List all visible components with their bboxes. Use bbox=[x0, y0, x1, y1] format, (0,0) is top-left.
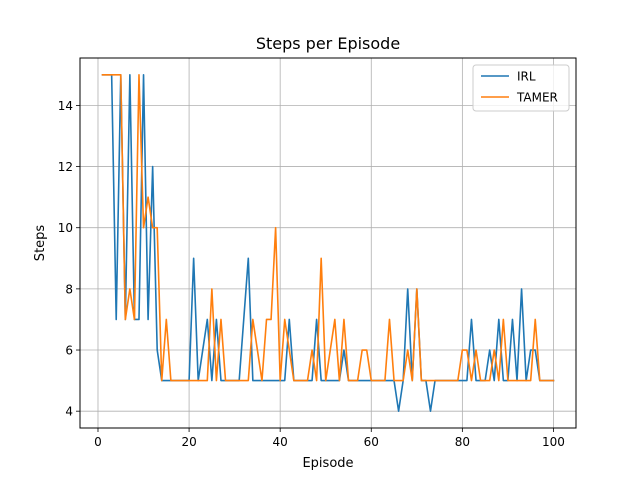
grid-lines bbox=[80, 58, 576, 428]
y-tick-label: 6 bbox=[65, 344, 73, 358]
plot-frame bbox=[79, 57, 577, 429]
series-layer bbox=[101, 74, 555, 412]
y-axis-label: Steps bbox=[33, 225, 48, 262]
x-tick-label: 60 bbox=[364, 435, 379, 449]
y-tick-label: 12 bbox=[58, 160, 73, 174]
legend-label: TAMER bbox=[516, 91, 558, 105]
x-tick-label: 0 bbox=[94, 435, 102, 449]
series-line-tamer bbox=[101, 74, 555, 382]
x-tick-label: 40 bbox=[273, 435, 288, 449]
legend-label: IRL bbox=[517, 70, 536, 84]
y-tick-label: 14 bbox=[58, 99, 73, 113]
y-tick-label: 4 bbox=[65, 405, 73, 419]
legend: IRL TAMER bbox=[472, 64, 570, 112]
x-axis-label: Episode bbox=[302, 456, 353, 471]
y-tick-label: 10 bbox=[58, 221, 73, 235]
x-tick-label: 20 bbox=[181, 435, 196, 449]
x-tick-label: 80 bbox=[455, 435, 470, 449]
y-axis: 4 6 8 10 12 14 bbox=[58, 99, 80, 419]
x-tick-label: 100 bbox=[542, 435, 565, 449]
chart-title: Steps per Episode bbox=[256, 34, 400, 53]
x-axis: 0 20 40 60 80 100 bbox=[94, 428, 565, 449]
y-tick-label: 8 bbox=[65, 282, 73, 296]
